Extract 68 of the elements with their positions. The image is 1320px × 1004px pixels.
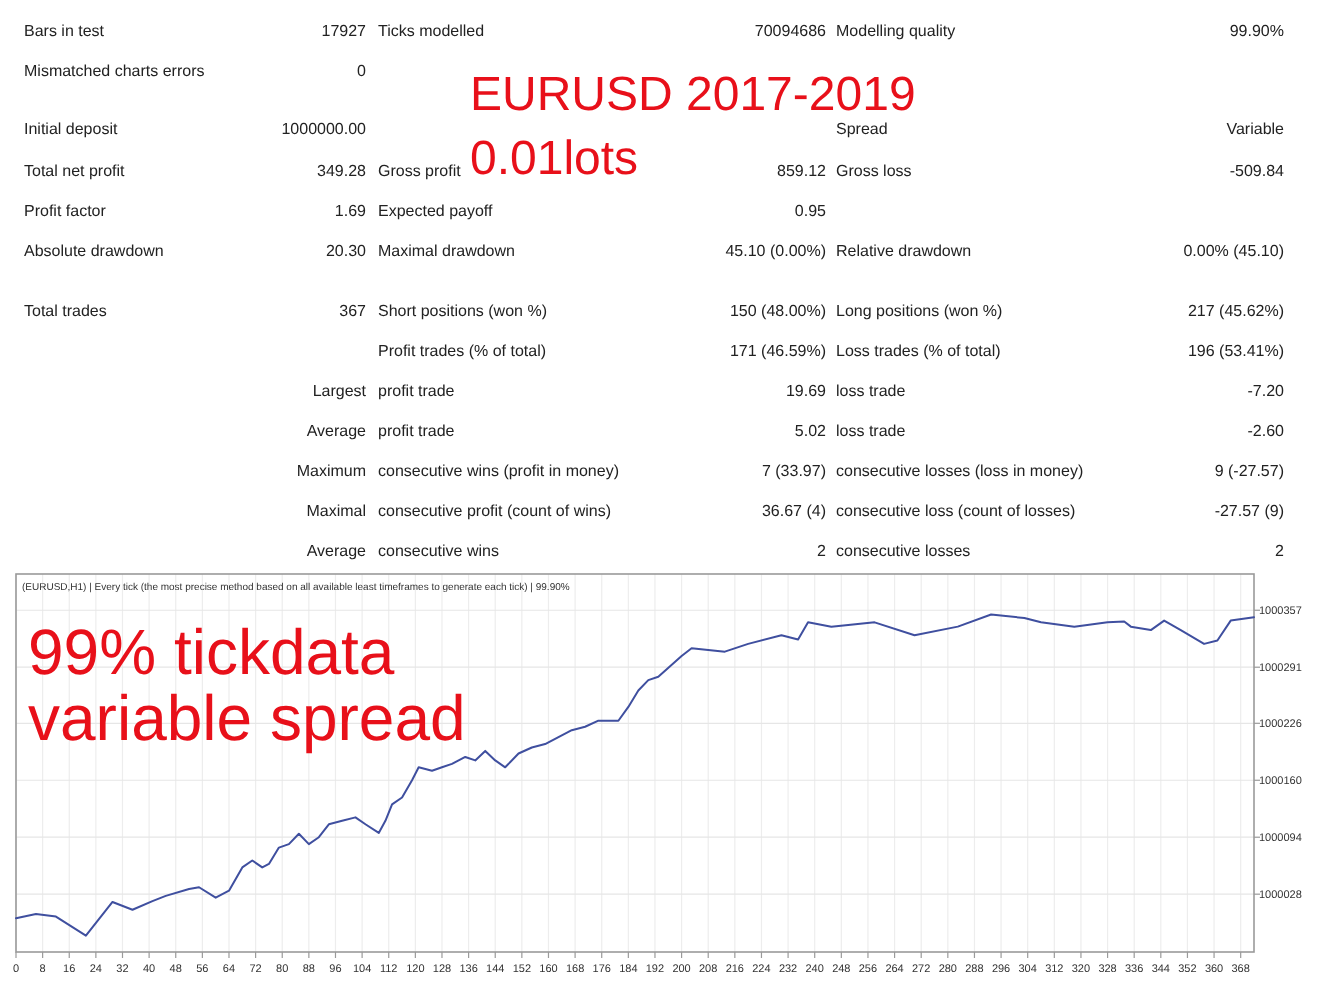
text: 150 (48.00%) (729, 302, 827, 320)
text: consecutive profit (count of wins) (378, 502, 612, 520)
text: consecutive wins (378, 542, 499, 560)
text: Loss trades (% of total) (836, 342, 1002, 360)
text: -509.84 (1229, 162, 1286, 180)
annotation: variable spread (28, 682, 466, 754)
text: Mismatched charts errors (24, 62, 205, 80)
text: Spread (836, 120, 888, 138)
text: Maximal (306, 502, 367, 520)
text: 45.10 (0.00%) (725, 242, 827, 260)
text: 9 (-27.57) (1214, 462, 1285, 480)
text: consecutive losses (836, 542, 971, 560)
text: 36.67 (4) (761, 502, 827, 520)
text: 367 (339, 302, 368, 320)
text: Maximum (296, 462, 367, 480)
text: 70094686 (754, 22, 828, 40)
text: 19.69 (785, 382, 828, 400)
text: Profit trades (% of total) (378, 342, 547, 360)
text: Total net profit (24, 162, 127, 180)
text: Average (306, 422, 368, 440)
text: EURUSD 2017-2019 (470, 68, 916, 122)
text: 17927 (321, 22, 368, 40)
text: 349.28 (317, 162, 368, 180)
text: profit trade (378, 382, 456, 400)
text: Expected payoff (378, 202, 495, 220)
text: 5.02 (794, 422, 828, 440)
text: consecutive loss (count of losses) (836, 502, 1076, 520)
text: Modelling quality (836, 22, 956, 40)
text: -7.20 (1247, 382, 1286, 400)
text: Largest (312, 382, 368, 400)
text: -2.60 (1247, 422, 1286, 440)
text: Bars in test (24, 22, 106, 40)
text: Total trades (24, 302, 107, 320)
text: 1.69 (334, 202, 368, 220)
text: loss trade (836, 382, 907, 400)
line-series (15, 613, 1255, 937)
text: 0.00% (45.10) (1183, 242, 1285, 260)
text: 217 (45.62%) (1187, 302, 1285, 320)
text: 859.12 (777, 162, 828, 180)
text: Maximal drawdown (378, 242, 515, 260)
text: 0 (357, 62, 368, 80)
text: 2 (817, 542, 828, 560)
text: 0.95 (794, 202, 828, 220)
text: Ticks modelled (378, 22, 485, 40)
text: 196 (53.41%) (1187, 342, 1285, 360)
text: profit trade (378, 422, 456, 440)
text: Relative drawdown (836, 242, 972, 260)
text: 1000000.00 (281, 120, 368, 138)
text: consecutive losses (loss in money) (836, 462, 1084, 480)
text: Gross loss (836, 162, 912, 180)
text: Profit factor (24, 202, 107, 220)
text: 0.01lots (470, 132, 639, 186)
text: loss trade (836, 422, 907, 440)
text: consecutive wins (profit in money) (378, 462, 620, 480)
annotation: 99% tickdata (28, 616, 395, 688)
text: Absolute drawdown (24, 242, 164, 260)
text: 2 (1275, 542, 1286, 560)
text: 20.30 (325, 242, 368, 260)
text: Short positions (won %) (378, 302, 548, 320)
text: 7 (33.97) (761, 462, 827, 480)
text: Average (306, 542, 368, 560)
text: -27.57 (9) (1214, 502, 1285, 520)
text: 99.90% (1229, 22, 1284, 40)
text: Long positions (won %) (836, 302, 1003, 320)
text: Variable (1226, 120, 1286, 138)
text: Initial deposit (24, 120, 119, 138)
text: Gross profit (378, 162, 463, 180)
text: 171 (46.59%) (729, 342, 827, 360)
